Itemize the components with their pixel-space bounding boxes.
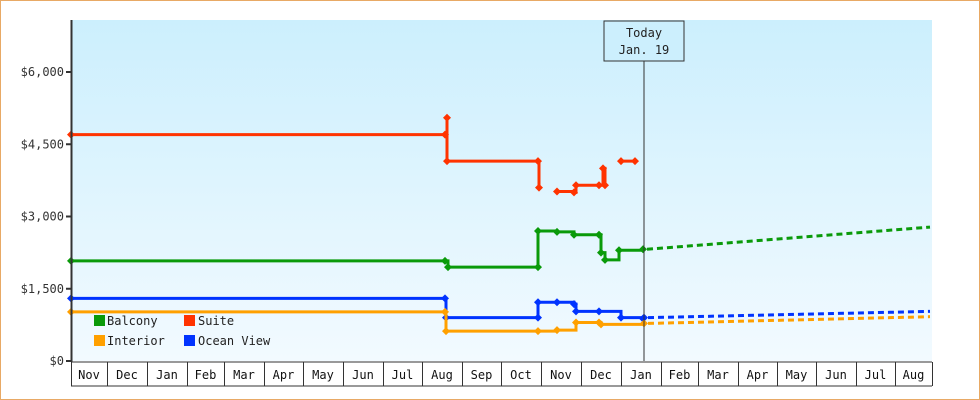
today-box <box>603 20 685 62</box>
month-label: Feb <box>669 368 691 382</box>
month-label: Dec <box>590 368 612 382</box>
month-label: Apr <box>747 368 769 382</box>
month-label: Apr <box>273 368 295 382</box>
month-label: Dec <box>116 368 138 382</box>
data-point[interactable] <box>441 130 449 139</box>
data-point[interactable] <box>617 313 625 322</box>
data-point[interactable] <box>597 320 605 329</box>
x-axis-months: Nov Dec Jan Feb Mar Apr May Jun Jul Aug Sep Oct Nov D… <box>71 361 933 387</box>
data-point[interactable] <box>441 307 449 316</box>
y-tick-label: $1,500 <box>21 282 64 296</box>
plot-area <box>71 20 932 361</box>
data-point[interactable] <box>553 326 561 335</box>
data-point[interactable] <box>441 294 449 303</box>
month-label: May <box>312 368 334 382</box>
month-label: Feb <box>195 368 217 382</box>
month-label: Jun <box>825 368 847 382</box>
data-point[interactable] <box>631 157 639 166</box>
data-point[interactable] <box>535 183 543 192</box>
data-point[interactable] <box>617 157 625 166</box>
data-point[interactable] <box>572 318 580 327</box>
month-label: Oct <box>510 368 532 382</box>
legend-swatch-ocean-view <box>184 335 195 346</box>
y-tick-label: $3,000 <box>21 210 64 224</box>
legend-label-interior: Interior <box>107 334 165 348</box>
month-label: Jun <box>352 368 374 382</box>
legend-swatch-interior <box>94 335 105 346</box>
legend-label-ocean-view: Ocean View <box>198 334 271 348</box>
data-point[interactable] <box>601 181 609 190</box>
data-point[interactable] <box>553 298 561 307</box>
data-point[interactable] <box>534 263 542 272</box>
y-tick-label: $6,000 <box>21 65 64 79</box>
series-balcony <box>67 225 931 272</box>
data-point[interactable] <box>597 248 605 257</box>
month-label: Aug <box>903 368 925 382</box>
data-point[interactable] <box>570 300 578 309</box>
data-point[interactable] <box>534 327 542 336</box>
data-point[interactable] <box>639 245 647 254</box>
series-layer <box>67 113 931 336</box>
data-point[interactable] <box>443 113 451 122</box>
legend: Balcony Suite Interior Ocean View <box>94 314 271 348</box>
month-label: Jan <box>156 368 178 382</box>
data-point[interactable] <box>572 307 580 316</box>
data-point[interactable] <box>595 230 603 239</box>
forecast-line <box>647 309 931 320</box>
month-label: May <box>786 368 808 382</box>
data-point[interactable] <box>534 226 542 235</box>
forecast-line <box>647 315 931 325</box>
today-date: Jan. 19 <box>619 43 670 57</box>
data-point[interactable] <box>442 327 450 336</box>
data-point[interactable] <box>599 164 607 173</box>
legend-label-balcony: Balcony <box>107 314 158 328</box>
data-point[interactable] <box>441 256 449 265</box>
data-point[interactable] <box>534 298 542 307</box>
month-label: Jul <box>392 368 414 382</box>
data-point[interactable] <box>595 181 603 190</box>
data-point[interactable] <box>595 307 603 316</box>
month-label: Jul <box>865 368 887 382</box>
data-point[interactable] <box>570 230 578 239</box>
month-label: Nov <box>550 368 572 382</box>
month-label: Jan <box>630 368 652 382</box>
month-label: Nov <box>78 368 100 382</box>
data-point[interactable] <box>601 255 609 264</box>
data-point[interactable] <box>553 227 561 236</box>
forecast-line <box>646 225 931 251</box>
data-point[interactable] <box>444 263 452 272</box>
y-tick-label: $0 <box>50 354 64 368</box>
data-point[interactable] <box>443 157 451 166</box>
month-label: Sep <box>471 368 493 382</box>
series-interior <box>67 307 931 336</box>
month-label: Mar <box>707 368 729 382</box>
legend-swatch-suite <box>184 315 195 326</box>
data-point[interactable] <box>553 187 561 196</box>
y-tick-label: $4,500 <box>21 137 64 151</box>
data-point[interactable] <box>570 188 578 197</box>
today-label: Today <box>626 26 662 40</box>
legend-label-suite: Suite <box>198 314 234 328</box>
data-point[interactable] <box>572 181 580 190</box>
data-point[interactable] <box>534 313 542 322</box>
legend-swatch-balcony <box>94 315 105 326</box>
series-suite <box>67 113 639 197</box>
y-axis-ticks: $0 $1,500 $3,000 $4,500 $6,000 <box>21 65 71 368</box>
month-label: Aug <box>431 368 453 382</box>
data-point[interactable] <box>534 157 542 166</box>
month-label: Mar <box>233 368 255 382</box>
data-point[interactable] <box>615 246 623 255</box>
